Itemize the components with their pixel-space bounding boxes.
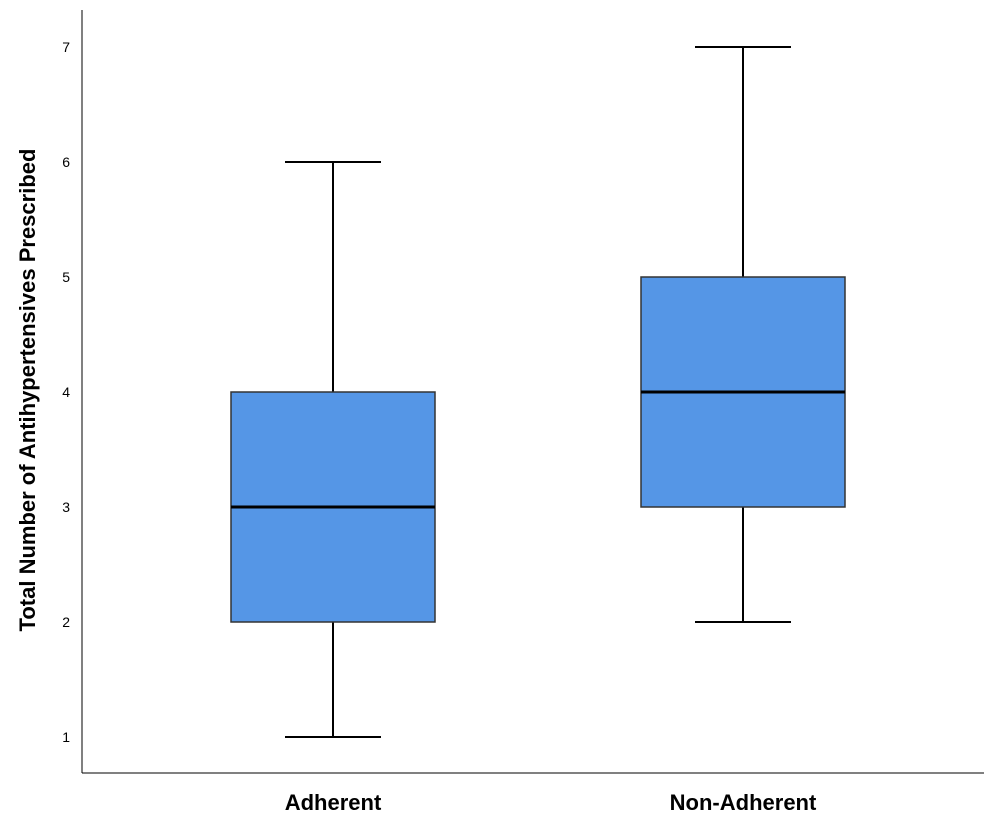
box-non-adherent xyxy=(640,46,846,623)
category-label-non-adherent: Non-Adherent xyxy=(670,790,817,815)
y-tick-label-5: 5 xyxy=(62,269,70,285)
axes xyxy=(81,10,984,774)
category-labels: Adherent Non-Adherent xyxy=(285,790,817,815)
y-axis-title: Total Number of Antihypertensives Prescr… xyxy=(15,149,40,632)
box-adherent xyxy=(230,161,436,738)
y-tick-label-3: 3 xyxy=(62,499,70,515)
y-tick-label-7: 7 xyxy=(62,39,70,55)
box-series xyxy=(230,46,846,738)
y-tick-label-1: 1 xyxy=(62,729,70,745)
y-tick-labels: 1 2 3 4 5 6 7 xyxy=(62,39,70,745)
y-tick-label-4: 4 xyxy=(62,384,70,400)
category-label-adherent: Adherent xyxy=(285,790,382,815)
y-tick-label-2: 2 xyxy=(62,614,70,630)
y-tick-label-6: 6 xyxy=(62,154,70,170)
